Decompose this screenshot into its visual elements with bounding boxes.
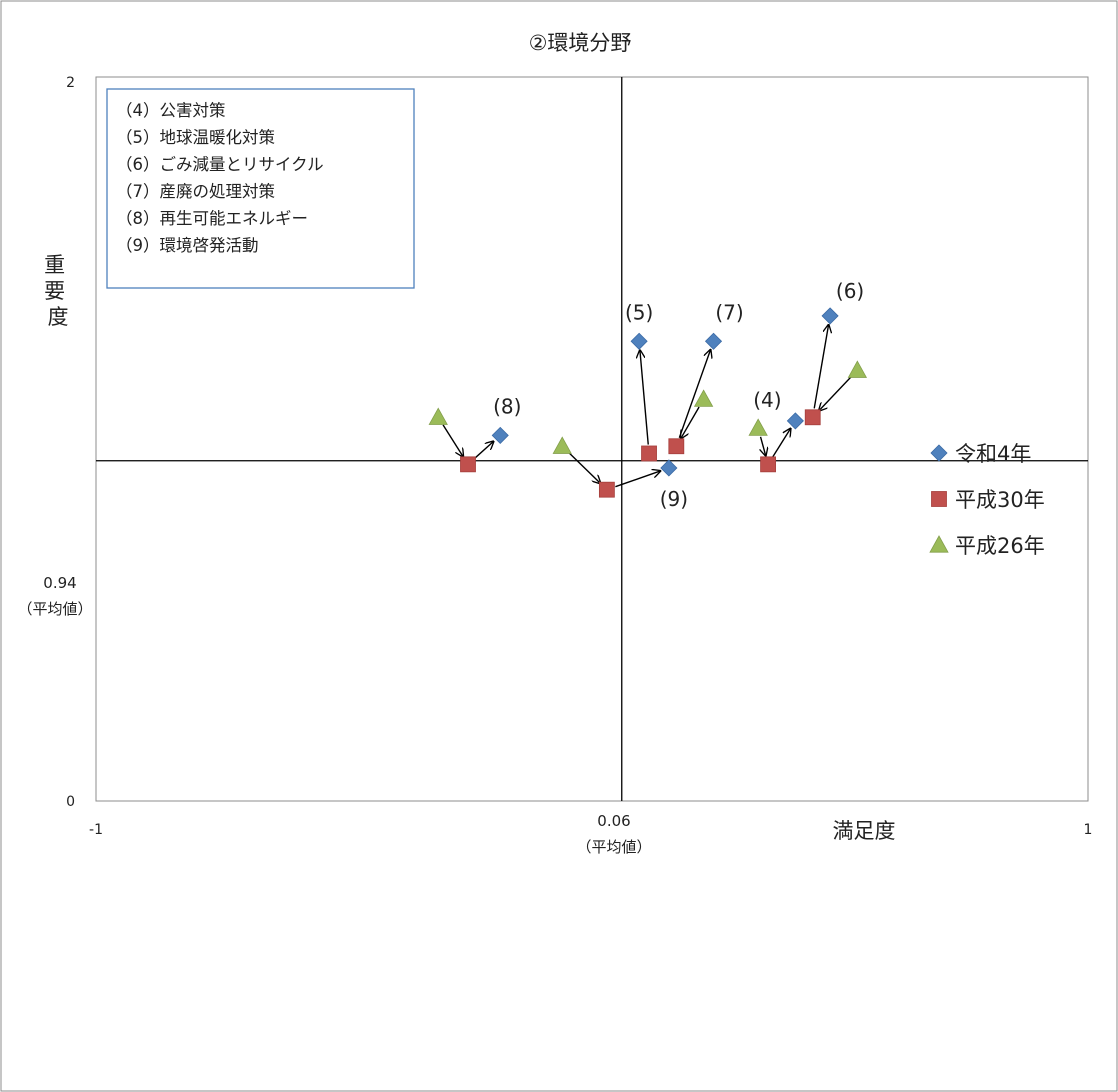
data-point bbox=[704, 332, 723, 350]
legend-marker bbox=[929, 535, 949, 553]
data-point bbox=[598, 481, 615, 498]
data-point bbox=[491, 426, 509, 444]
category-key-item: （8）再生可能エネルギー bbox=[116, 209, 308, 228]
data-point bbox=[668, 438, 685, 455]
data-point bbox=[630, 332, 648, 350]
trend-arrow bbox=[813, 325, 828, 409]
trend-arrow bbox=[819, 376, 852, 411]
data-point bbox=[821, 307, 839, 325]
category-key-item: （9）環境啓発活動 bbox=[116, 236, 259, 255]
legend-label: 平成30年 bbox=[955, 488, 1045, 512]
y-axis-title: 重 要 度 bbox=[44, 253, 72, 329]
y-tick-max: 2 bbox=[66, 75, 75, 91]
trend-arrow bbox=[442, 424, 463, 457]
data-point bbox=[786, 412, 804, 430]
data-point bbox=[660, 459, 678, 477]
data-markers bbox=[428, 307, 868, 498]
data-point bbox=[847, 360, 868, 378]
reference-lines bbox=[96, 77, 1088, 801]
trend-arrow bbox=[640, 350, 649, 445]
trend-arrow bbox=[681, 406, 700, 438]
y-reference-value: 0.94 bbox=[43, 574, 76, 592]
legend-marker bbox=[930, 444, 948, 462]
trend-arrow bbox=[474, 441, 494, 459]
x-reference-label: （平均値） bbox=[576, 838, 651, 856]
category-key: （4）公害対策 （5）地球温暖化対策 （6）ごみ減量とリサイクル （7）産廃の処理対策… bbox=[116, 101, 324, 255]
x-reference-value: 0.06 bbox=[597, 812, 630, 830]
data-point bbox=[748, 418, 768, 436]
point-labels: (4) (5) (6) (7) (8) (9) bbox=[493, 279, 864, 511]
category-key-item: （4）公害対策 bbox=[116, 101, 226, 120]
x-tick-max: 1 bbox=[1084, 822, 1093, 838]
trend-arrow bbox=[761, 436, 766, 456]
legend-marker bbox=[931, 491, 947, 507]
trend-arrow bbox=[568, 452, 601, 484]
data-point bbox=[804, 409, 821, 426]
y-reference-label: （平均値） bbox=[17, 600, 92, 618]
category-key-item: （7）産廃の処理対策 bbox=[116, 182, 275, 201]
x-axis-title: 満足度 bbox=[833, 819, 896, 843]
trend-arrows bbox=[442, 325, 852, 488]
legend-label: 平成26年 bbox=[955, 534, 1045, 558]
legend-label: 令和4年 bbox=[955, 442, 1031, 466]
point-label: (5) bbox=[625, 300, 653, 324]
x-tick-min: -1 bbox=[89, 822, 103, 838]
trend-arrow bbox=[678, 350, 710, 438]
y-tick-min: 0 bbox=[66, 794, 75, 810]
category-key-item: （5）地球温暖化対策 bbox=[116, 128, 275, 147]
data-point bbox=[760, 456, 776, 473]
point-label: (4) bbox=[753, 388, 781, 412]
trend-arrow bbox=[615, 471, 660, 488]
data-point bbox=[693, 389, 714, 407]
point-label: (8) bbox=[493, 394, 521, 418]
category-key-item: （6）ごみ減量とリサイクル bbox=[116, 155, 324, 174]
data-point bbox=[641, 445, 657, 462]
point-label: (6) bbox=[836, 279, 864, 303]
data-point bbox=[460, 456, 476, 473]
data-point bbox=[428, 407, 448, 425]
data-point bbox=[552, 436, 572, 454]
category-key-box bbox=[106, 88, 415, 289]
trend-arrow bbox=[772, 429, 791, 458]
point-label: (7) bbox=[715, 300, 743, 324]
chart-title: ②環境分野 bbox=[529, 31, 632, 55]
point-label: (9) bbox=[660, 487, 688, 511]
